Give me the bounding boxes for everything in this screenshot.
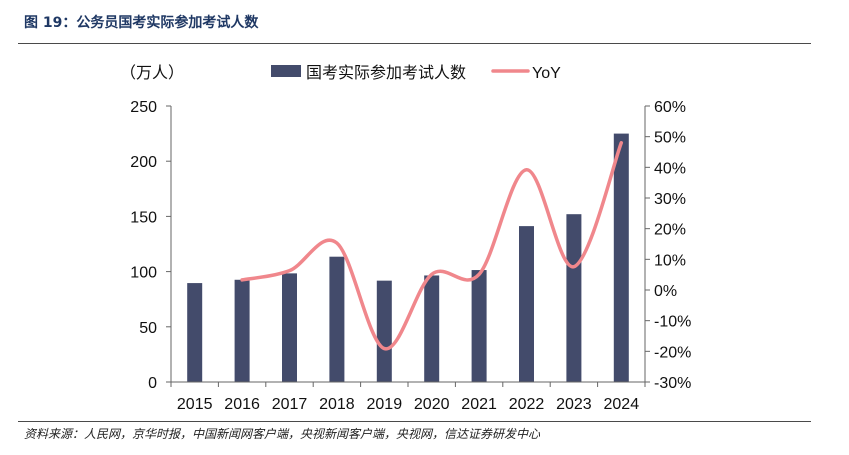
left-tick-label: 200 [130,154,157,171]
bar-2018 [329,256,345,382]
yoy-line [240,141,624,351]
bar-2016 [234,279,250,382]
right-axis-tick-labels: -30% -20% -10% 0% 10% 20% 30% 40% 50% 60% [654,99,691,392]
bar-2019 [376,280,392,382]
bar-2024 [613,133,629,382]
bar-2020 [424,275,440,382]
left-axis-tick-labels: 0 50 100 150 200 250 [130,99,157,392]
right-tick-label: -20% [654,344,691,361]
right-tick-label: -30% [654,375,691,392]
category-label: 2020 [414,396,450,413]
left-axis-label: （万人） [120,64,184,82]
bar-series [187,133,629,382]
category-label: 2021 [461,396,497,413]
category-label: 2019 [367,396,403,413]
bottom-rule [18,421,811,422]
category-label: 2015 [177,396,213,413]
figure-title: 图 19：公务员国考实际参加考试人数 [24,15,259,31]
legend-line-label: YoY [532,65,561,82]
category-label: 2023 [556,396,592,413]
category-label: 2018 [319,396,355,413]
category-label: 2022 [509,396,545,413]
bar-2022 [519,226,534,382]
right-tick-label: -10% [654,314,691,331]
right-tick-label: 30% [654,191,686,208]
bar-2021 [471,270,487,382]
category-axis-labels: 2015 2016 2017 2018 2019 2020 2021 2022 2023 2024 [177,396,639,413]
left-tick-label: 150 [130,209,157,226]
right-tick-label: 10% [654,252,686,269]
right-tick-label: 60% [654,99,686,116]
right-tick-label: 0% [654,283,677,300]
right-tick-label: 40% [654,160,686,177]
bar-2015 [187,283,203,382]
top-rule [18,43,811,44]
left-tick-label: 250 [130,99,157,116]
category-label: 2017 [272,396,308,413]
bar-2017 [282,273,297,382]
category-label: 2024 [604,396,640,413]
left-tick-label: 50 [139,320,157,337]
right-tick-label: 50% [654,130,686,147]
legend: 国考实际参加考试人数 YoY [271,64,561,82]
category-label: 2016 [224,396,260,413]
axes [166,105,650,387]
left-tick-label: 0 [148,375,157,392]
legend-bar-swatch [271,65,301,77]
bar-2023 [566,214,582,382]
source-note: 资料来源：人民网，京华时报，中国新闻网客户端，央视新闻客户端，央视网，信达证券研… [24,427,541,441]
right-tick-label: 20% [654,222,686,239]
legend-bar-label: 国考实际参加考试人数 [306,64,466,82]
left-tick-label: 100 [130,265,157,282]
